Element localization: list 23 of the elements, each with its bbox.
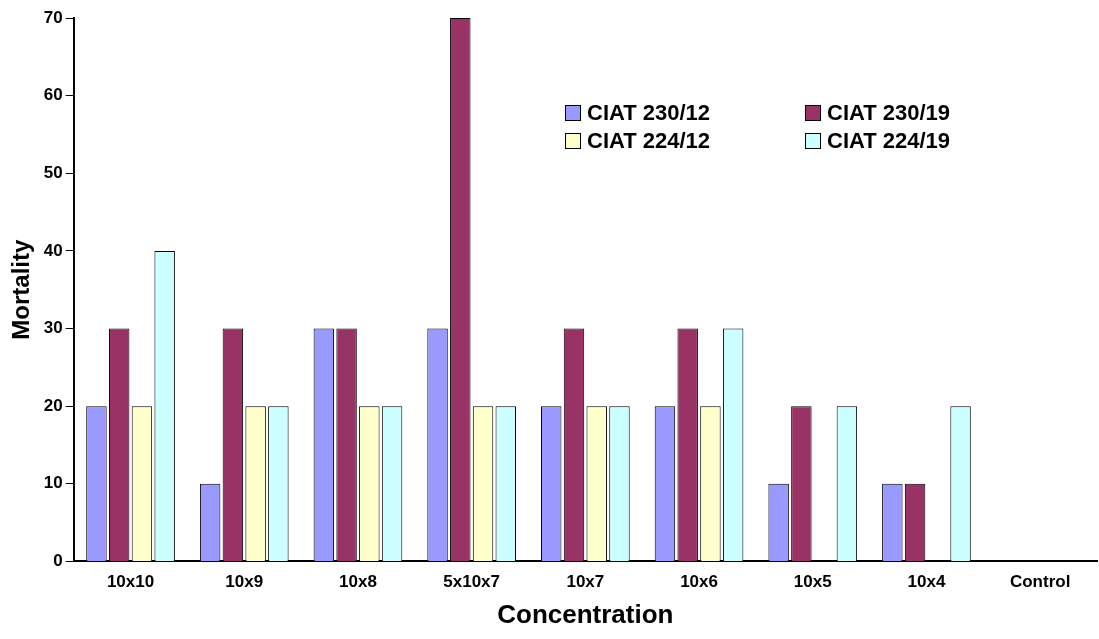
legend-label: CIAT 224/12 bbox=[587, 128, 711, 154]
legend-label: CIAT 224/19 bbox=[827, 128, 951, 154]
x-axis-title: Concentration bbox=[497, 598, 674, 629]
y-tick-label: 40 bbox=[43, 240, 63, 260]
y-tick-label: 10 bbox=[43, 473, 63, 493]
y-tick-label: 0 bbox=[53, 551, 63, 571]
x-tick-label: 10x8 bbox=[339, 572, 377, 592]
y-axis-title: Mortality bbox=[7, 239, 35, 340]
x-tick-label: 10x5 bbox=[793, 572, 832, 592]
y-tick-label: 60 bbox=[43, 85, 63, 105]
x-tick-label: Control bbox=[1009, 572, 1071, 592]
y-tick-label: 70 bbox=[43, 7, 63, 27]
x-tick-label: 10x10 bbox=[106, 572, 155, 592]
x-tick-label: 10x7 bbox=[566, 572, 605, 592]
x-tick-label: 10x9 bbox=[225, 572, 264, 592]
x-tick-label: 10x6 bbox=[680, 572, 718, 592]
legend-label: CIAT 230/12 bbox=[587, 100, 711, 126]
y-tick-label: 20 bbox=[43, 395, 63, 415]
y-tick-label: 50 bbox=[43, 162, 63, 182]
x-tick-label: 10x4 bbox=[907, 572, 946, 592]
x-tick-label: 5x10x7 bbox=[443, 572, 501, 592]
legend-label: CIAT 230/19 bbox=[827, 100, 951, 126]
y-tick-label: 30 bbox=[43, 318, 63, 338]
